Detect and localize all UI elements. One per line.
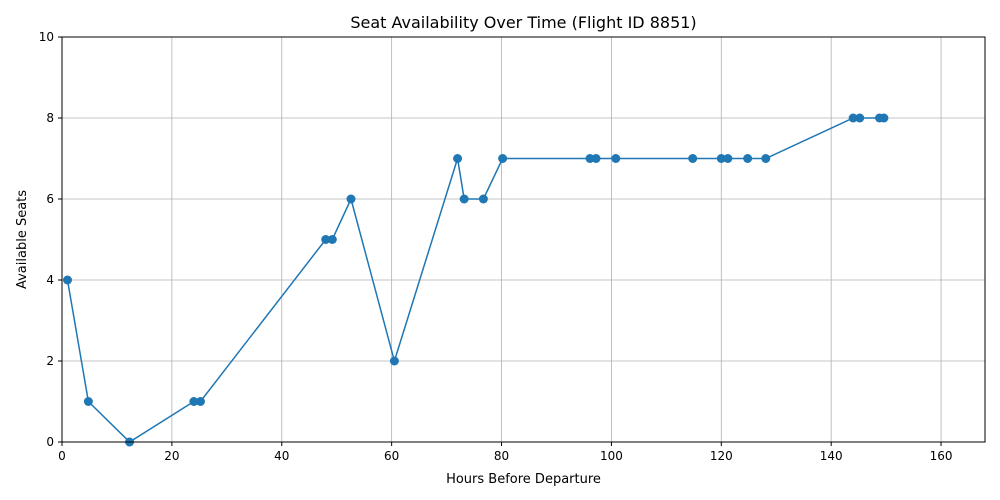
data-point: [327, 235, 337, 244]
y-tick-label: 6: [46, 192, 54, 206]
data-point: [62, 275, 72, 285]
data-point: [879, 113, 889, 123]
y-tick-label: 8: [46, 111, 54, 125]
data-point: [688, 154, 698, 163]
x-tick-label: 160: [930, 449, 953, 463]
x-tick-label: 80: [494, 449, 509, 463]
y-tick-label: 2: [46, 354, 54, 368]
data-point: [855, 113, 865, 123]
data-point: [321, 235, 331, 244]
data-point: [189, 397, 199, 406]
grid: [61, 36, 985, 443]
data-point: [743, 154, 753, 163]
y-axis-label: Available Seats: [15, 190, 30, 289]
data-point: [723, 154, 733, 163]
y-tick-label: 0: [46, 435, 54, 449]
data-point: [761, 154, 771, 163]
data-point: [716, 154, 726, 163]
chart-title: Seat Availability Over Time (Flight ID 8…: [350, 13, 696, 32]
data-point: [459, 194, 469, 204]
x-tick-label: 60: [384, 449, 399, 463]
data-point: [611, 154, 621, 163]
data-point: [453, 154, 463, 163]
data-point: [848, 113, 858, 123]
data-point: [478, 194, 488, 204]
x-tick-label: 140: [820, 449, 843, 463]
data-point: [195, 397, 205, 406]
data-point: [83, 397, 93, 406]
x-tick-label: 0: [58, 449, 66, 463]
y-tick-label: 10: [39, 30, 54, 44]
data-point: [591, 154, 601, 163]
plot-frame: [61, 36, 986, 443]
ticks: 0 20 40 60 80 100 120 140 160 0 2 4 6 8 10: [39, 30, 953, 463]
series-layer: [62, 113, 889, 447]
x-tick-label: 20: [164, 449, 179, 463]
x-tick-label: 40: [274, 449, 289, 463]
x-tick-label: 100: [600, 449, 623, 463]
data-point: [389, 356, 399, 366]
data-point: [498, 154, 508, 163]
x-tick-label: 120: [710, 449, 733, 463]
y-tick-label: 4: [46, 273, 54, 287]
x-axis-label: Hours Before Departure: [446, 472, 601, 487]
data-point: [346, 194, 356, 204]
